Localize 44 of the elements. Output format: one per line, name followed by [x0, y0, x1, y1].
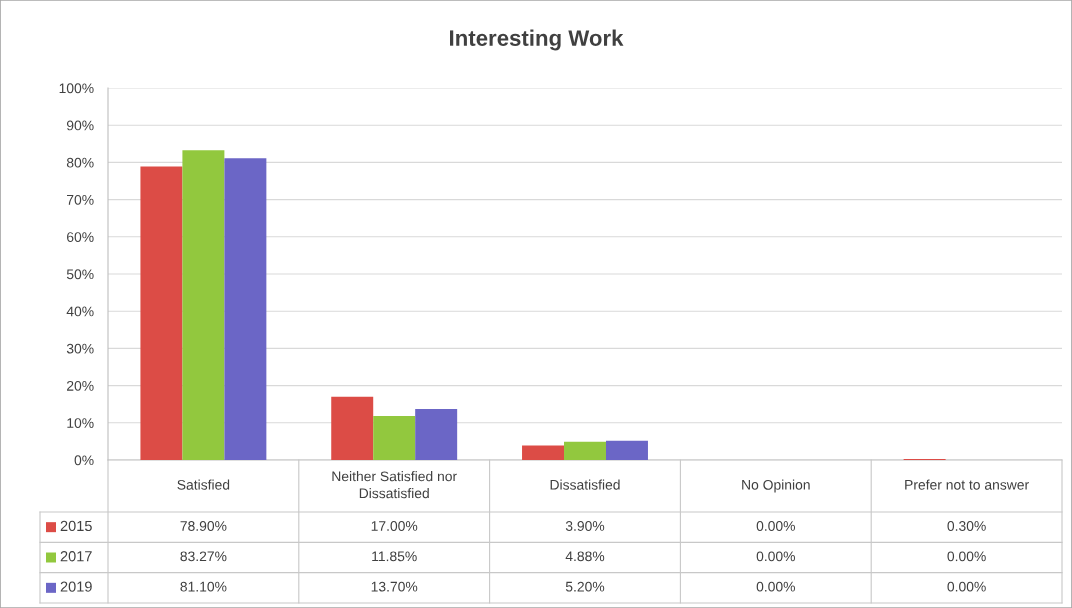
y-tick-label: 60% — [67, 232, 94, 242]
x-tick-label: Satisfied — [177, 479, 230, 490]
data-label: 0.00% — [947, 551, 986, 562]
legend-label: 2019 — [60, 581, 92, 592]
bar — [224, 158, 267, 460]
y-tick-label: 10% — [67, 418, 94, 428]
chart-title: Interesting Work — [450, 29, 624, 51]
data-label: 81.10% — [180, 581, 227, 592]
y-tick-label: 70% — [67, 194, 94, 205]
bar — [182, 150, 225, 460]
data-label: 17.00% — [371, 521, 418, 531]
x-tick-label: No Opinion — [742, 479, 810, 493]
y-tick-label: 30% — [66, 343, 94, 354]
x-tick-label: Dissatisfied — [550, 479, 620, 490]
data-label: 11.85% — [372, 551, 417, 562]
data-label: 13.70% — [371, 581, 418, 592]
bar — [331, 396, 374, 460]
data-label: 0.00% — [756, 551, 795, 562]
bar — [140, 166, 183, 460]
data-label: 83.27% — [180, 551, 227, 562]
bar — [415, 409, 458, 460]
data-label: 78.90% — [180, 521, 227, 531]
x-tick-label: Prefer not to answer — [905, 479, 1029, 490]
y-tick-label: 20% — [67, 380, 94, 391]
bar — [522, 445, 565, 460]
data-label: 4.88% — [565, 551, 605, 562]
legend-label: 2017 — [60, 551, 92, 562]
data-label: 5.20% — [565, 581, 605, 592]
bar — [605, 440, 648, 460]
bar — [373, 415, 416, 460]
y-tick-label: 50% — [66, 269, 94, 280]
legend-label: 2015 — [60, 520, 92, 532]
y-tick-label: 40% — [66, 306, 94, 317]
data-label: 0.30% — [947, 521, 986, 531]
data-label: 0.00% — [756, 521, 795, 531]
y-tick-label: 80% — [66, 157, 94, 168]
y-tick-label: 0% — [74, 455, 94, 466]
data-label: 0.00% — [947, 581, 986, 592]
y-tick-label: 100% — [59, 83, 94, 94]
data-label: 3.90% — [565, 521, 605, 531]
y-tick-label: 90% — [66, 120, 94, 131]
bar — [564, 441, 606, 460]
x-tick-label: Neither Satisfied nor Dissatisfied — [332, 471, 457, 499]
data-label: 0.00% — [756, 581, 795, 592]
